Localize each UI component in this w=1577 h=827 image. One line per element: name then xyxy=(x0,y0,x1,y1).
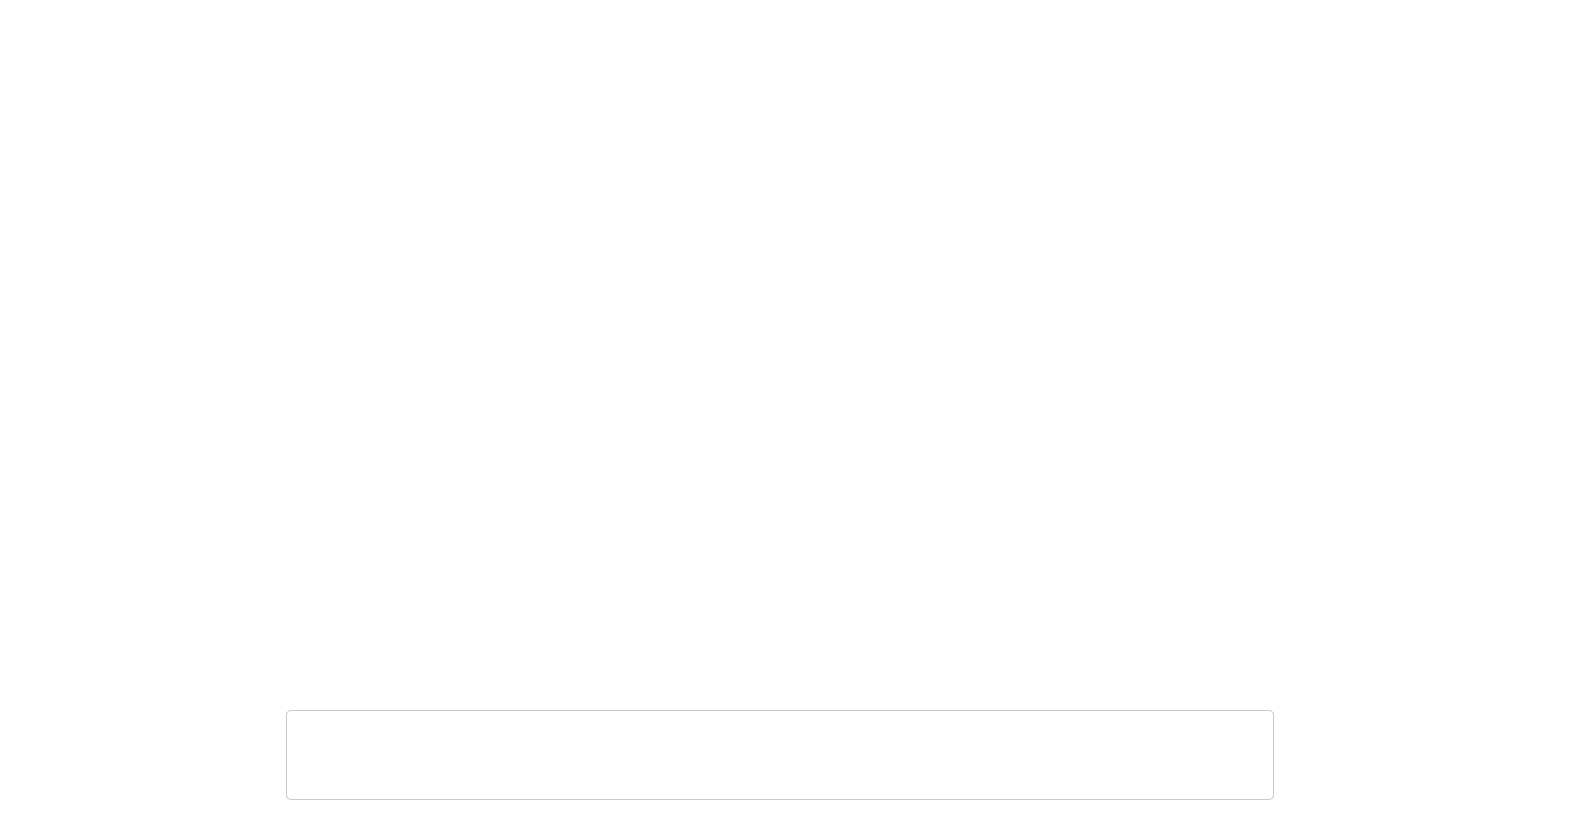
legend xyxy=(286,710,1274,800)
colorbar xyxy=(110,591,1460,651)
map-panel-gofs xyxy=(740,113,1510,585)
map-panel-rtofs xyxy=(30,113,800,585)
